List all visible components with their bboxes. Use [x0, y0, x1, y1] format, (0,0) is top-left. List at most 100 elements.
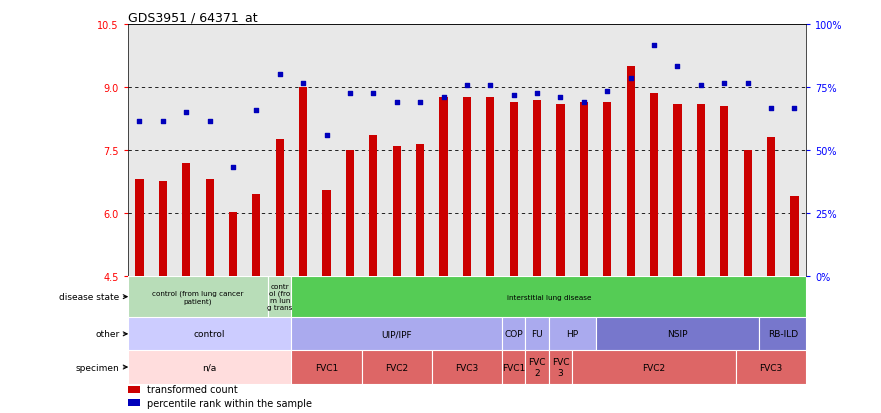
Point: [484, 82, 498, 89]
Point: [670, 64, 685, 70]
Bar: [299, 88, 307, 276]
Bar: [720, 107, 729, 276]
Bar: [128, 351, 292, 384]
Text: control (from lung cancer
patient): control (from lung cancer patient): [152, 290, 244, 304]
Bar: [369, 136, 377, 276]
Point: [553, 95, 567, 102]
Point: [647, 43, 661, 49]
Text: FVC1: FVC1: [502, 363, 525, 372]
Text: GDS3951 / 64371_at: GDS3951 / 64371_at: [128, 11, 257, 24]
Bar: [416, 144, 425, 276]
Bar: [136, 180, 144, 276]
Bar: [159, 182, 167, 276]
Bar: [790, 197, 798, 276]
Text: FVC1: FVC1: [315, 363, 338, 372]
Bar: [767, 138, 775, 276]
Bar: [128, 318, 292, 351]
Bar: [128, 399, 140, 406]
Bar: [346, 151, 354, 276]
Point: [273, 72, 287, 78]
Text: interstitial lung disease: interstitial lung disease: [507, 294, 591, 300]
Bar: [502, 318, 525, 351]
Point: [600, 88, 614, 95]
Text: FVC2: FVC2: [642, 363, 666, 372]
Bar: [533, 100, 541, 276]
Bar: [322, 190, 330, 276]
Point: [694, 82, 708, 89]
Bar: [580, 102, 588, 276]
Bar: [502, 351, 525, 384]
Bar: [440, 98, 448, 276]
Text: percentile rank within the sample: percentile rank within the sample: [147, 398, 312, 408]
Text: transformed count: transformed count: [147, 385, 238, 394]
Bar: [252, 195, 261, 276]
Bar: [759, 318, 806, 351]
Point: [156, 118, 170, 125]
Point: [226, 164, 240, 171]
Text: FVC3: FVC3: [455, 363, 478, 372]
Text: control: control: [194, 330, 226, 339]
Point: [296, 80, 310, 87]
Text: RB-ILD: RB-ILD: [767, 330, 798, 339]
Point: [717, 80, 731, 87]
Text: FVC
3: FVC 3: [552, 358, 569, 377]
Point: [624, 76, 638, 83]
Point: [764, 105, 778, 112]
Bar: [362, 351, 432, 384]
Text: FVC
2: FVC 2: [529, 358, 546, 377]
Bar: [673, 104, 682, 276]
Text: specimen: specimen: [76, 363, 120, 372]
Point: [741, 80, 755, 87]
Text: NSIP: NSIP: [667, 330, 688, 339]
Bar: [463, 98, 471, 276]
Point: [460, 82, 474, 89]
Point: [788, 105, 802, 112]
Point: [507, 93, 521, 100]
Text: FU: FU: [531, 330, 543, 339]
Bar: [128, 386, 140, 393]
Bar: [128, 276, 268, 318]
Bar: [744, 151, 751, 276]
Bar: [549, 318, 596, 351]
Point: [413, 99, 427, 106]
Bar: [182, 163, 190, 276]
Text: n/a: n/a: [203, 363, 217, 372]
Text: disease state: disease state: [59, 292, 120, 301]
Point: [203, 118, 217, 125]
Point: [530, 91, 544, 97]
Bar: [572, 351, 736, 384]
Text: HP: HP: [566, 330, 578, 339]
Bar: [603, 102, 611, 276]
Point: [436, 95, 450, 102]
Point: [343, 91, 357, 97]
Bar: [268, 276, 292, 318]
Bar: [393, 147, 401, 276]
Point: [577, 99, 591, 106]
Bar: [549, 351, 572, 384]
Text: FVC2: FVC2: [385, 363, 408, 372]
Text: other: other: [95, 330, 120, 339]
Bar: [486, 98, 494, 276]
Point: [249, 107, 263, 114]
Point: [132, 118, 146, 125]
Bar: [697, 104, 705, 276]
Text: contr
ol (fro
m lun
g trans: contr ol (fro m lun g trans: [267, 283, 292, 311]
Bar: [650, 94, 658, 276]
Bar: [276, 140, 284, 276]
Bar: [626, 67, 635, 276]
Bar: [557, 104, 565, 276]
Bar: [509, 102, 518, 276]
Point: [389, 99, 403, 106]
Bar: [229, 213, 237, 276]
Bar: [736, 351, 806, 384]
Text: UIP/IPF: UIP/IPF: [381, 330, 412, 339]
Bar: [205, 180, 214, 276]
Bar: [292, 276, 806, 318]
Point: [366, 91, 381, 97]
Point: [320, 133, 334, 139]
Bar: [596, 318, 759, 351]
Point: [179, 109, 193, 116]
Text: FVC3: FVC3: [759, 363, 782, 372]
Bar: [292, 351, 362, 384]
Bar: [525, 318, 549, 351]
